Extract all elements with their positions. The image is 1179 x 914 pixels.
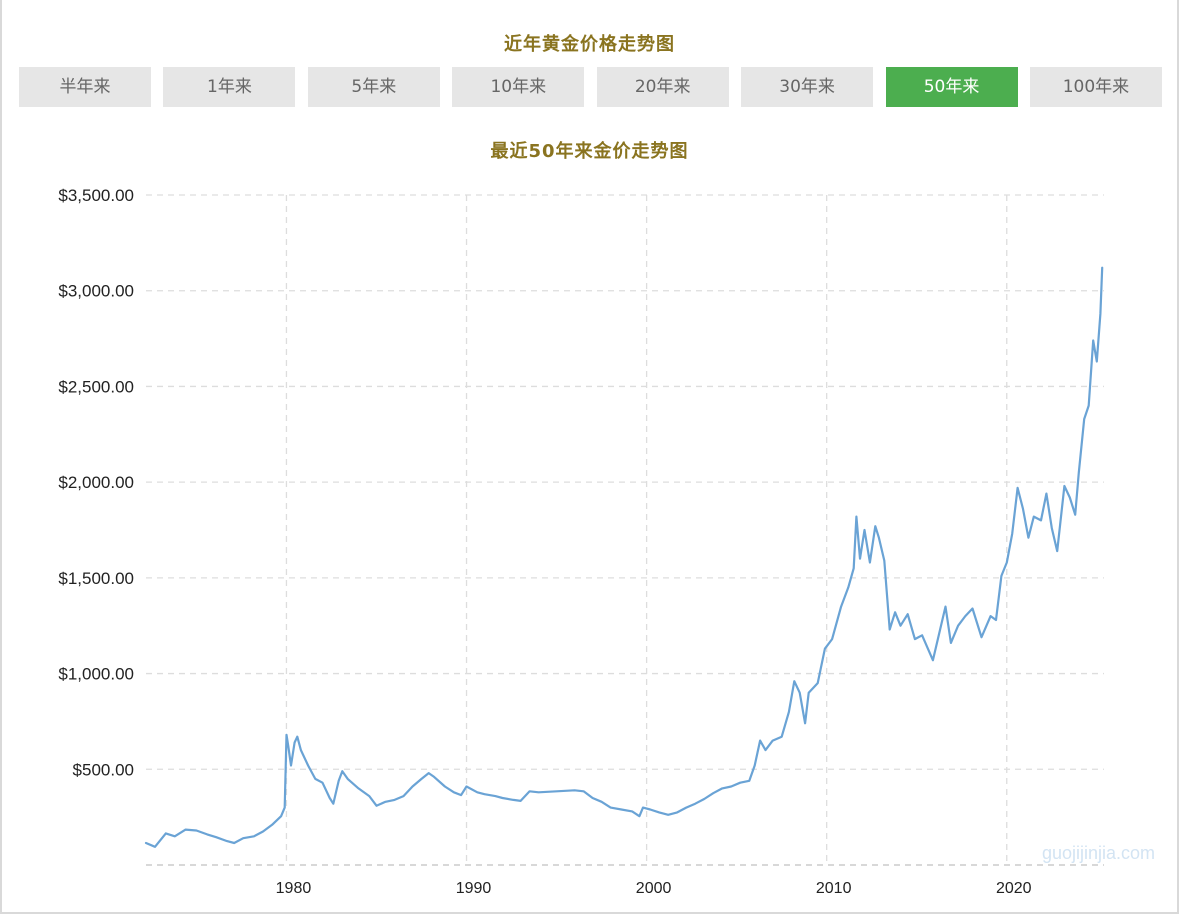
tab-100-years[interactable]: 100年来 [1029,67,1162,107]
y-tick-label: $3,500.00 [58,186,134,205]
y-axis-tick-labels: $500.00 $1,000.00 $1,500.00 $2,000.00 $2,500… [58,186,134,779]
y-tick-label: $1,000.00 [58,665,134,684]
tab-10-years[interactable]: 10年来 [452,67,585,107]
y-tick-label: $1,500.00 [58,569,134,588]
x-tick-label: 2020 [996,880,1032,897]
x-tick-label: 2000 [636,880,672,897]
x-axis-tick-labels: 1980 1990 2000 2010 2020 [276,880,1032,897]
frame-left-border [0,0,2,914]
tab-1-year[interactable]: 1年来 [163,67,296,107]
chart-title: 最近50年来金价走势图 [490,141,689,162]
page-title: 近年黄金价格走势图 [504,34,675,55]
gold-price-series-line [144,266,1104,848]
range-tabs: 半年来 1年来 5年来 10年来 20年来 30年来 50年来 100年来 [19,67,1162,107]
tab-5-years[interactable]: 5年来 [307,67,440,107]
y-tick-label: $2,000.00 [58,473,134,492]
tab-half-year[interactable]: 半年来 [19,67,151,107]
x-tick-label: 1990 [456,880,492,897]
tab-30-years[interactable]: 30年来 [741,67,874,107]
y-tick-label: $500.00 [73,760,134,779]
x-tick-label: 1980 [276,880,312,897]
frame-bottom-border [0,912,1179,914]
gold-price-line-chart: $500.00 $1,000.00 $1,500.00 $2,000.00 $2,500… [58,186,1104,897]
x-tick-label: 2010 [816,880,852,897]
grid-lines [146,194,1104,866]
tab-50-years[interactable]: 50年来 [885,67,1018,107]
series-layer [144,266,1104,848]
tab-20-years[interactable]: 20年来 [596,67,729,107]
frame-right-border [1177,0,1179,914]
y-tick-label: $2,500.00 [58,377,134,396]
y-tick-label: $3,000.00 [58,282,134,301]
watermark: guojijinjia.com [1041,843,1155,863]
